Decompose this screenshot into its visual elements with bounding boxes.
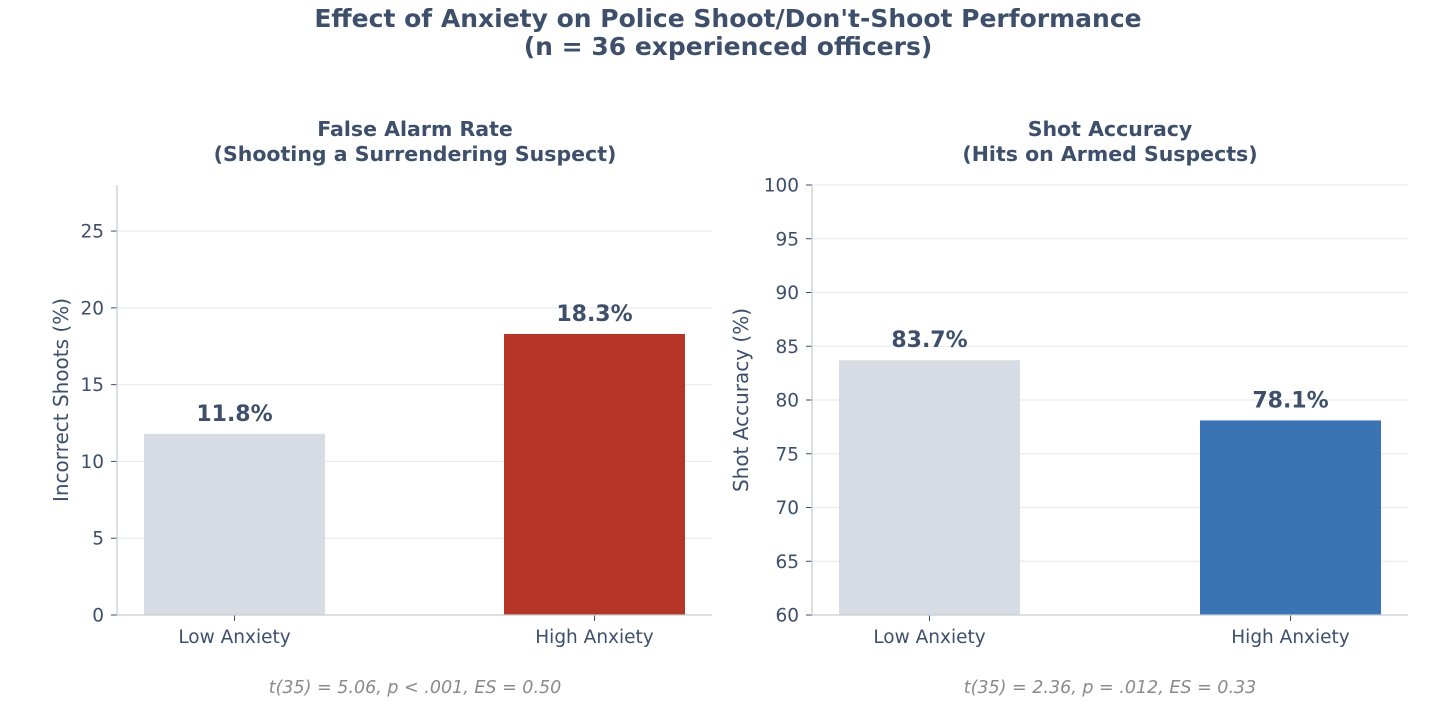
y-axis-label: Shot Accuracy (%) <box>729 308 753 492</box>
chart-title-line1: Shot Accuracy <box>1028 117 1193 141</box>
y-tick-label: 100 <box>764 176 799 197</box>
bar-low-anxiety <box>839 360 1020 615</box>
y-tick-label: 5 <box>92 529 104 550</box>
y-tick-label: 15 <box>80 375 104 396</box>
y-tick-label: 60 <box>775 606 799 627</box>
y-tick-label: 90 <box>775 283 799 304</box>
shot-accuracy-chart: Shot Accuracy (Hits on Armed Suspects) S… <box>729 117 1408 698</box>
y-tick-label: 85 <box>775 337 799 358</box>
y-tick-label: 0 <box>92 606 104 627</box>
bar-high-anxiety <box>1200 420 1381 615</box>
y-tick-label: 95 <box>775 229 799 250</box>
y-tick-label: 10 <box>80 452 104 473</box>
x-tick-label: Low Anxiety <box>178 627 290 648</box>
stat-annotation: t(35) = 5.06, p < .001, ES = 0.50 <box>269 678 562 698</box>
chart-title-line2: (Shooting a Surrendering Suspect) <box>214 142 617 166</box>
bar-value-label: 83.7% <box>891 328 967 353</box>
y-tick-label: 75 <box>775 444 799 465</box>
x-tick-label: High Anxiety <box>535 627 654 648</box>
x-tick-label: Low Anxiety <box>873 627 985 648</box>
x-tick-label: High Anxiety <box>1231 627 1350 648</box>
plot-area: 0 5 10 15 20 25 11.8% Low Anxiety 18.3% High Anxi… <box>80 185 712 648</box>
stat-annotation: t(35) = 2.36, p = .012, ES = 0.33 <box>964 678 1257 698</box>
bar-high-anxiety <box>504 333 685 615</box>
y-tick-label: 20 <box>80 298 104 319</box>
bar-low-anxiety <box>144 433 325 615</box>
y-tick-label: 80 <box>775 391 799 412</box>
chart-title-line1: False Alarm Rate <box>317 117 513 141</box>
chart-title-line2: (Hits on Armed Suspects) <box>962 142 1257 166</box>
y-tick-label: 65 <box>775 552 799 573</box>
bar-value-label: 11.8% <box>196 402 272 427</box>
bar-value-label: 78.1% <box>1252 388 1328 413</box>
figure-title-line1: Effect of Anxiety on Police Shoot/Don't-… <box>314 4 1141 33</box>
bar-value-label: 18.3% <box>556 302 632 327</box>
false-alarm-chart: False Alarm Rate (Shooting a Surrenderin… <box>49 117 712 698</box>
y-axis-label: Incorrect Shoots (%) <box>49 298 73 502</box>
plot-area: 60 65 70 75 80 85 90 95 100 83.7% Low Anxiety 78.1%… <box>764 176 1408 648</box>
figure-title-line2: (n = 36 experienced officers) <box>524 32 933 61</box>
y-tick-label: 70 <box>775 498 799 519</box>
y-tick-label: 25 <box>80 222 104 243</box>
